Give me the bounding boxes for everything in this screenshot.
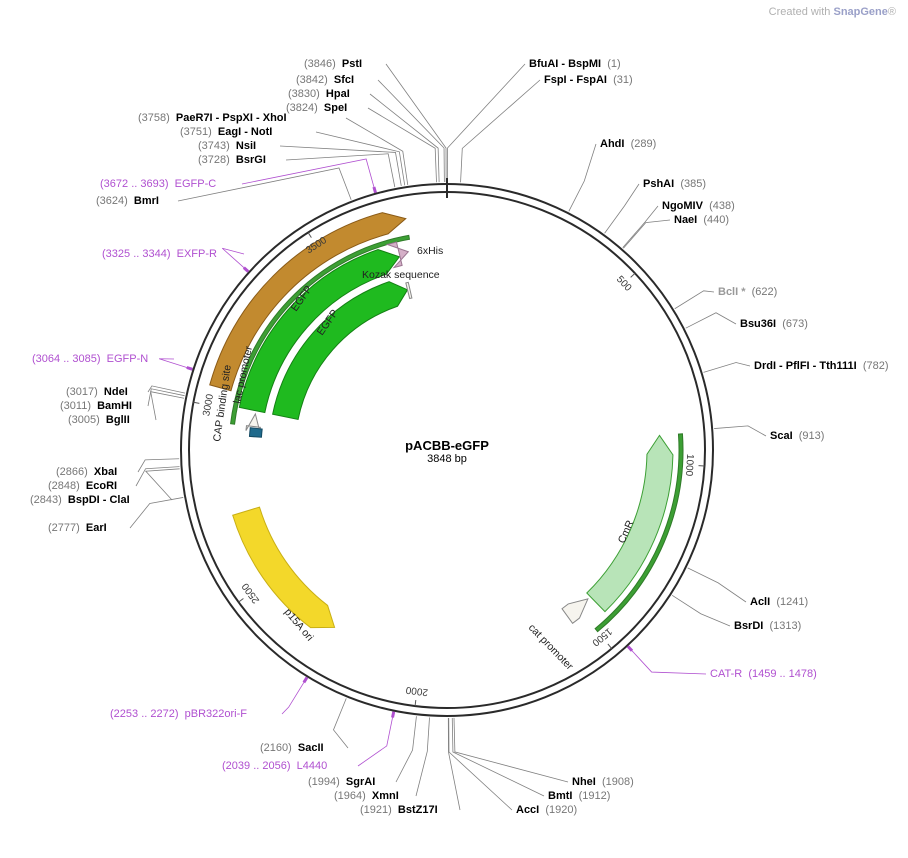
enzyme-label: (3842) SfcI (296, 74, 354, 86)
enzyme-label: PshAI (385) (643, 178, 706, 190)
enzyme-label: (2160) SacII (260, 742, 324, 754)
feature-cat_promoter (562, 599, 588, 623)
enzyme-label: NheI (1908) (572, 776, 634, 788)
plasmid-map-svg: 500100015002000250030003500 6xHisKozak s… (0, 0, 908, 858)
tick-2000: 2000 (405, 684, 429, 698)
enzyme-label: DrdI - PflFI - Tth111I (782) (754, 360, 889, 372)
enzyme-label: (3830) HpaI (288, 88, 350, 100)
enzyme-label: (3728) BsrGI (198, 154, 266, 166)
enzyme-label: (3758) PaeR7I - PspXI - XhoI (138, 112, 287, 124)
plasmid-title: pACBB-eGFP 3848 bp (367, 438, 527, 465)
feature-CAP_site (249, 428, 262, 438)
enzyme-label: AclI (1241) (750, 596, 808, 608)
enzyme-label: (3017) NdeI (66, 386, 128, 398)
watermark-brand: SnapGene (833, 6, 887, 18)
enzyme-label: (1994) SgrAI (308, 776, 375, 788)
enzyme-label: BsrDI (1313) (734, 620, 801, 632)
enzyme-label: (2866) XbaI (56, 466, 117, 478)
enzyme-label: Bsu36I (673) (740, 318, 808, 330)
enzyme-label: AccI (1920) (516, 804, 577, 816)
enzyme-label: NgoMIV (438) (662, 200, 735, 212)
enzyme-label: (3743) NsiI (198, 140, 256, 152)
enzyme-label: (2777) EarI (48, 522, 107, 534)
primer-label: (3672 .. 3693) EGFP-C (100, 178, 216, 190)
enzyme-label: AhdI (289) (600, 138, 656, 150)
watermark-reg: ® (888, 6, 896, 18)
dam-label: BclI * (622) (718, 286, 777, 298)
tick-2500: 2500 (240, 580, 262, 605)
enzyme-label: NaeI (440) (674, 214, 729, 226)
feature-label-6xHis: 6xHis (417, 245, 443, 257)
enzyme-label: (1964) XmnI (334, 790, 399, 802)
enzyme-label: BfuAI - BspMI (1) (529, 58, 621, 70)
enzyme-label: BmtI (1912) (548, 790, 610, 802)
plasmid-name: pACBB-eGFP (367, 438, 527, 453)
primer-label: (3064 .. 3085) EGFP-N (32, 353, 148, 365)
enzyme-label: FspI - FspAI (31) (544, 74, 633, 86)
primer-label: (2039 .. 2056) L4440 (222, 760, 327, 772)
feature-label-catp: cat promoter (526, 622, 576, 673)
tick-1000: 1000 (683, 454, 695, 477)
enzyme-label: (3824) SpeI (286, 102, 347, 114)
enzyme-label: (3011) BamHI (60, 400, 132, 412)
watermark: Created with SnapGene® (769, 6, 896, 18)
primer-label: CAT-R (1459 .. 1478) (710, 668, 817, 680)
primer-label: (3325 .. 3344) EXFP-R (102, 248, 217, 260)
enzyme-label: (3751) EagI - NotI (180, 126, 272, 138)
primer-label: (2253 .. 2272) pBR322ori-F (110, 708, 247, 720)
enzyme-label: ScaI (913) (770, 430, 824, 442)
watermark-prefix: Created with (769, 6, 834, 18)
feature-p15A_ori (233, 507, 335, 628)
feature-label-Kozak: Kozak sequence (362, 269, 440, 281)
enzyme-label: (3624) BmrI (96, 195, 159, 207)
enzyme-label: (2843) BspDI - ClaI (30, 494, 130, 506)
plasmid-size: 3848 bp (367, 453, 527, 465)
enzyme-label: (3846) PstI (304, 58, 362, 70)
enzyme-label: (2848) EcoRI (48, 480, 117, 492)
enzyme-label: (3005) BglII (68, 414, 130, 426)
enzyme-label: (1921) BstZ17I (360, 804, 438, 816)
